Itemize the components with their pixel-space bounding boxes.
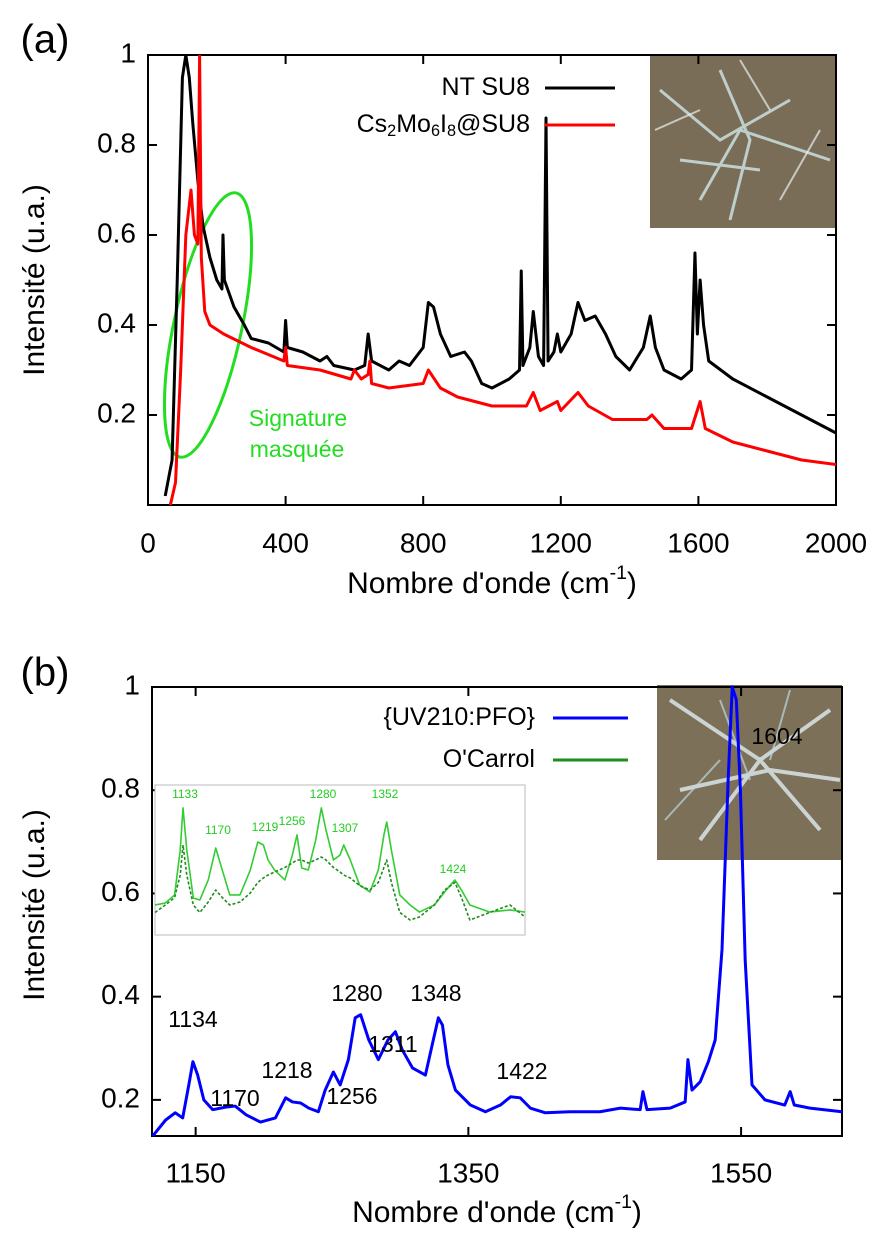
annotation: 1348: [410, 980, 461, 1006]
x-tick-label: 1350: [437, 1157, 499, 1188]
legend-label: NT SU8: [442, 73, 530, 101]
annotation: 1604: [751, 723, 802, 749]
annotation: 1219: [252, 820, 279, 834]
annotation: 1352: [372, 787, 399, 801]
annotation: masquée: [250, 436, 345, 462]
series-line: [163, 55, 836, 497]
annotation: 1218: [261, 1057, 312, 1083]
x-tick-label: 1200: [530, 527, 592, 558]
y-axis-label: Intensité (u.a.): [18, 184, 51, 376]
text-part: O'Carrol: [443, 745, 535, 773]
series-line: [155, 844, 525, 921]
panel-label: (a): [21, 18, 70, 62]
annotation: 1422: [496, 1058, 547, 1084]
micrograph-b: [657, 685, 842, 860]
y-tick-label: 0.4: [101, 979, 140, 1010]
text-part: ): [627, 567, 637, 600]
y-tick-label: 0.8: [101, 773, 140, 804]
panel-label: (b): [21, 651, 70, 695]
text-part: NT SU8: [442, 73, 530, 101]
annotation: 1280: [331, 980, 382, 1006]
text-part: 8: [447, 122, 456, 140]
annotation: 1170: [205, 823, 231, 837]
annotation: 1256: [326, 1083, 377, 1109]
annotation: 1424: [440, 862, 467, 876]
x-axis-label: Nombre d'onde (cm-1): [352, 1191, 642, 1229]
annotation: 1307: [332, 821, 359, 835]
y-axis-label: Intensité (u.a.): [18, 809, 51, 1001]
text-part: Nombre d'onde (cm: [347, 567, 610, 600]
y-tick-label: 0.6: [97, 217, 136, 248]
text-part: I: [440, 110, 447, 138]
plot-frame: [151, 686, 843, 1137]
series-line: [155, 807, 525, 913]
y-tick-label: 1: [124, 669, 140, 700]
annotation: 1280: [310, 787, 337, 801]
x-tick-label: 1150: [166, 1157, 226, 1188]
series-line: [168, 55, 836, 505]
text-part: @SU8: [456, 110, 530, 138]
x-tick-label: 800: [400, 527, 447, 558]
legend-label: O'Carrol: [443, 745, 535, 773]
y-tick-label: 1: [120, 37, 136, 68]
text-part: Mo: [396, 110, 431, 138]
y-tick-label: 0.2: [97, 397, 136, 428]
series-line: [152, 685, 842, 1136]
text-part: {UV210:PFO}: [384, 703, 535, 731]
y-tick-label: 0.6: [101, 876, 140, 907]
annotation: Signature: [249, 405, 347, 431]
annotation: 1170: [210, 1085, 259, 1111]
text-part: Nombre d'onde (cm: [352, 1196, 615, 1229]
plot-frame: [147, 54, 837, 506]
text-part: 6: [431, 122, 440, 140]
inset-frame: [154, 784, 526, 936]
text-part: -1: [610, 562, 627, 584]
micrograph-a: [650, 55, 836, 228]
annotation: 1134: [168, 1006, 218, 1032]
y-tick-label: 0.2: [101, 1082, 140, 1113]
x-tick-label: 1600: [667, 527, 729, 558]
x-tick-label: 2000: [805, 527, 867, 558]
legend-label: Cs2Mo6I8@SU8: [357, 110, 530, 141]
annotation: 1133: [172, 787, 198, 801]
text-part: Cs: [357, 110, 388, 138]
text-part: 2: [387, 122, 396, 140]
x-tick-label: 400: [262, 527, 309, 558]
text-part: ): [632, 1196, 642, 1229]
legend-label: {UV210:PFO}: [384, 703, 535, 731]
annotation: 1311: [368, 1031, 417, 1057]
y-tick-label: 0.4: [97, 307, 136, 338]
text-part: -1: [615, 1191, 632, 1213]
annotation: 1256: [279, 814, 306, 828]
y-tick-label: 0.8: [97, 127, 136, 158]
x-axis-label: Nombre d'onde (cm-1): [347, 562, 637, 600]
x-tick-label: 0: [140, 527, 156, 558]
x-tick-label: 1550: [710, 1157, 772, 1188]
